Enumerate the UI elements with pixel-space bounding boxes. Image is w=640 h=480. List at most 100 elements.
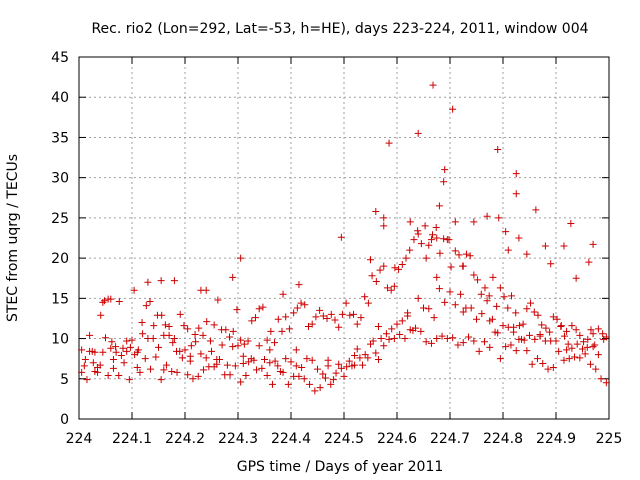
data-point <box>459 339 467 347</box>
data-point <box>441 298 449 306</box>
data-point <box>390 282 398 290</box>
data-point <box>91 368 99 376</box>
data-point <box>282 355 290 363</box>
data-point <box>563 327 571 335</box>
data-point <box>579 345 586 353</box>
data-point <box>319 312 327 320</box>
data-point <box>436 249 444 257</box>
data-point <box>385 139 393 147</box>
data-point <box>523 250 531 258</box>
y-tick-label: 40 <box>51 90 69 106</box>
data-point <box>451 301 459 309</box>
data-point <box>278 327 286 335</box>
data-point <box>117 351 125 359</box>
data-point <box>480 338 488 346</box>
data-point <box>594 325 602 333</box>
data-point <box>255 305 263 313</box>
data-point <box>99 348 107 356</box>
data-point <box>368 272 376 280</box>
data-point <box>425 305 433 313</box>
data-point <box>581 350 589 358</box>
data-point <box>404 309 412 317</box>
x-tick-label: 224.7 <box>430 431 470 447</box>
data-point <box>493 302 501 310</box>
data-point <box>180 322 188 330</box>
data-point <box>301 301 309 309</box>
data-point <box>146 298 154 306</box>
data-point <box>100 297 108 305</box>
data-point <box>258 364 266 372</box>
data-point <box>401 335 409 343</box>
data-point <box>576 331 584 339</box>
data-point <box>359 361 367 369</box>
data-point <box>202 354 210 362</box>
data-point <box>459 308 467 316</box>
data-point <box>141 355 149 363</box>
x-tick-label: 224.3 <box>218 431 258 447</box>
data-point <box>335 323 343 331</box>
data-point <box>433 335 441 343</box>
data-point <box>502 228 510 236</box>
data-point <box>78 346 86 354</box>
data-point <box>290 309 298 317</box>
data-point <box>115 298 123 306</box>
x-tick-label: 224.5 <box>324 431 364 447</box>
data-point <box>160 366 168 374</box>
data-point <box>568 344 576 352</box>
data-point <box>136 368 144 376</box>
data-point <box>504 304 512 312</box>
x-tick-label: 224.2 <box>165 431 205 447</box>
data-point <box>465 333 473 341</box>
data-point <box>496 284 504 292</box>
data-points <box>78 81 610 395</box>
data-point <box>478 310 486 318</box>
data-point <box>512 190 520 198</box>
data-point <box>580 338 588 346</box>
data-point <box>589 343 597 351</box>
data-point <box>282 313 290 321</box>
x-tick-label: 224.1 <box>112 431 152 447</box>
data-point <box>422 254 430 262</box>
data-point <box>120 359 128 367</box>
data-point <box>168 368 176 376</box>
data-point <box>587 326 595 334</box>
data-point <box>414 294 422 302</box>
data-point <box>421 222 429 230</box>
data-point <box>427 236 435 244</box>
x-tick-label: 224.8 <box>483 431 523 447</box>
data-point <box>496 355 504 363</box>
data-point <box>372 277 380 285</box>
data-point <box>374 355 382 363</box>
data-point <box>449 105 457 113</box>
data-point <box>519 320 527 328</box>
data-point <box>162 361 170 369</box>
data-point <box>340 372 348 380</box>
data-point <box>263 336 271 344</box>
data-point <box>455 251 463 259</box>
data-point <box>155 343 162 351</box>
data-point <box>507 341 515 349</box>
x-tick-label: 224 <box>66 431 93 447</box>
data-point <box>414 129 422 137</box>
data-point <box>109 364 117 372</box>
data-point <box>534 311 542 319</box>
data-point <box>125 376 133 384</box>
data-point <box>388 325 396 333</box>
data-point <box>563 346 571 354</box>
data-point <box>91 348 99 356</box>
data-point <box>372 349 380 357</box>
data-point <box>515 322 523 330</box>
data-point <box>486 343 494 351</box>
data-point <box>229 327 237 335</box>
data-point <box>470 337 478 345</box>
data-point <box>592 365 600 373</box>
data-point <box>263 372 271 380</box>
data-point <box>583 343 591 351</box>
data-point <box>571 353 579 361</box>
data-point <box>477 290 485 298</box>
data-point <box>502 343 510 351</box>
data-point <box>276 368 284 376</box>
data-point <box>237 336 245 344</box>
data-point <box>599 330 607 338</box>
data-point <box>184 325 192 333</box>
